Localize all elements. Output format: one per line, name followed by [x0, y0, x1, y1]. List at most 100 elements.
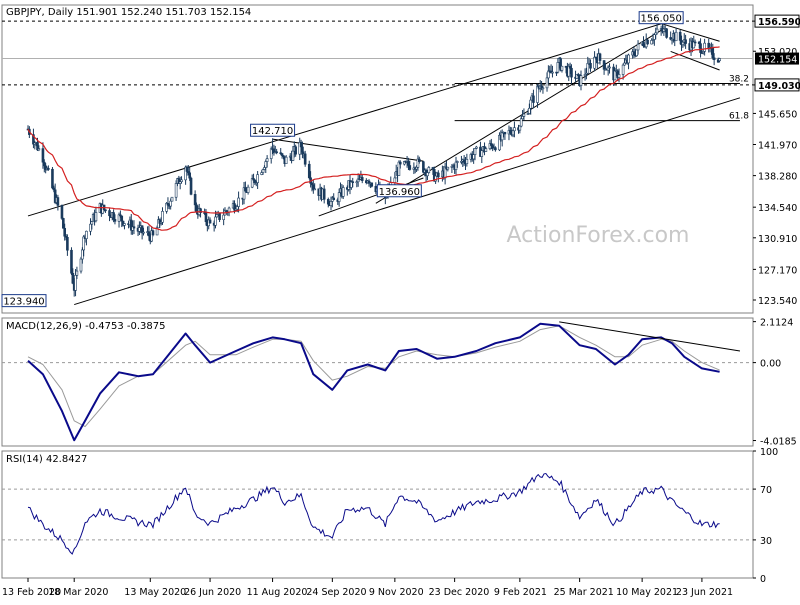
candle — [703, 38, 706, 56]
candle-body — [222, 214, 225, 220]
candle — [617, 68, 621, 83]
candle — [446, 166, 450, 172]
candle — [623, 58, 626, 66]
candle — [627, 53, 630, 70]
candle-body — [559, 58, 562, 71]
candle — [66, 234, 69, 256]
candle — [142, 227, 145, 236]
candle — [635, 49, 638, 57]
candle — [437, 170, 440, 183]
x-tick-label: 25 Mar 2021 — [554, 587, 614, 598]
candle — [532, 89, 535, 109]
current-price-box — [755, 52, 799, 65]
candle-body — [480, 150, 484, 157]
x-tick-label: 26 Jun 2020 — [184, 587, 241, 598]
candle-body — [513, 127, 516, 132]
candle — [90, 220, 94, 230]
candle — [529, 96, 533, 115]
candle-body — [117, 214, 121, 222]
macd-signal-line — [27, 325, 720, 428]
candle-body — [454, 161, 458, 170]
candle-body — [275, 151, 278, 154]
candle-body — [180, 179, 183, 182]
candle-body — [500, 132, 504, 141]
candle-body — [532, 95, 535, 103]
candle-body — [89, 223, 92, 232]
candle-body — [62, 218, 65, 229]
candle — [189, 176, 193, 196]
x-tick-label: 24 Sep 2020 — [306, 587, 366, 598]
macd-title: MACD(12,26,9) -0.4753 -0.3875 — [6, 321, 166, 332]
trendline — [375, 29, 662, 204]
candle — [62, 217, 65, 229]
candle — [237, 191, 240, 213]
candle-body — [655, 28, 659, 34]
candle-body — [623, 62, 626, 66]
candle — [522, 108, 526, 121]
candle-body — [250, 178, 254, 188]
candle-body — [593, 56, 596, 69]
x-tick-label: 13 Feb 2020 — [2, 587, 61, 598]
candle — [117, 212, 121, 228]
candle — [113, 214, 117, 225]
candle-body — [332, 197, 336, 201]
candle-body — [185, 166, 189, 172]
x-tick-label: 23 Dec 2020 — [429, 587, 490, 598]
candle-body — [123, 223, 126, 226]
candle-body — [627, 54, 630, 64]
candle-body — [613, 70, 617, 81]
price-panel — [1, 4, 754, 314]
watermark: ActionForex.com — [507, 223, 690, 248]
candle — [280, 152, 284, 159]
candle-body — [120, 215, 124, 222]
candle-body — [81, 249, 84, 260]
candle-body — [189, 177, 193, 195]
candle-body — [322, 188, 326, 200]
candle-body — [280, 153, 284, 156]
candle — [174, 180, 178, 201]
x-tick-label: 9 Nov 2020 — [369, 587, 424, 598]
candle-body — [264, 161, 268, 168]
candle-body — [490, 143, 493, 146]
candle-body — [509, 130, 512, 134]
candle-body — [370, 182, 374, 187]
candle-body — [418, 158, 421, 163]
candle-body — [446, 166, 450, 170]
rsi-title: RSI(14) 42.8427 — [6, 454, 87, 465]
candle — [536, 83, 539, 108]
rsi-line — [27, 472, 720, 555]
candle — [301, 141, 304, 159]
candle-body — [47, 168, 50, 170]
candle — [79, 256, 83, 274]
price-annotation: 156.050 — [638, 11, 684, 25]
candle-body — [85, 230, 88, 239]
candle-body — [155, 227, 159, 236]
candle-body — [140, 225, 144, 234]
candle-body — [256, 174, 259, 183]
candle — [465, 153, 469, 167]
candle — [579, 70, 583, 91]
x-tick-label: 23 Jun 2021 — [676, 587, 733, 598]
candle — [456, 160, 459, 168]
trendline — [661, 23, 720, 42]
candle-body — [545, 77, 549, 89]
candle-body — [650, 40, 653, 45]
candle-body — [169, 200, 172, 207]
rsi-panel — [1, 450, 754, 579]
candle-body — [170, 196, 174, 202]
fib-label: 38.2 — [729, 74, 749, 84]
candle — [32, 128, 35, 149]
candle-body — [108, 210, 111, 217]
candle — [586, 56, 590, 74]
candle-body — [712, 57, 716, 60]
candle — [70, 247, 73, 276]
candle-body — [119, 214, 122, 217]
candle — [551, 65, 554, 78]
candle-body — [60, 205, 64, 219]
candle-body — [307, 163, 311, 179]
candle-body — [636, 43, 640, 51]
candle-body — [284, 156, 288, 164]
annotation-box — [638, 11, 684, 25]
macd-trendline — [559, 321, 741, 352]
